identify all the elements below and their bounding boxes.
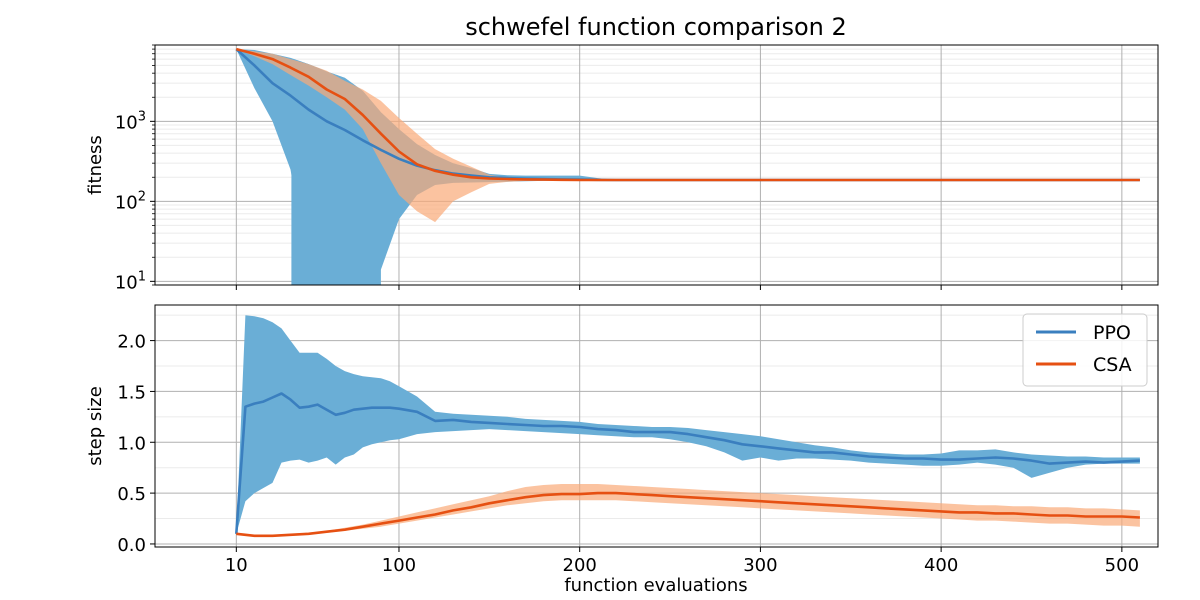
fitness-bands xyxy=(236,49,1140,285)
x-tick-label: 300 xyxy=(743,555,777,576)
y-tick-label: 1.5 xyxy=(117,382,146,403)
x-tick-label: 500 xyxy=(1105,555,1139,576)
x-tick-label: 100 xyxy=(382,555,416,576)
x-tick-label: 400 xyxy=(924,555,958,576)
ppo-band xyxy=(236,315,1140,534)
fitness-lines xyxy=(235,47,1140,182)
csa-line xyxy=(235,47,1140,182)
fitness-y-label: fitness xyxy=(85,135,106,195)
y-tick-label: 103 xyxy=(115,109,146,133)
chart-title: schwefel function comparison 2 xyxy=(465,13,847,41)
fitness-panel: 101 102 103 fitness xyxy=(85,44,1159,293)
fitness-ticks: 101 102 103 xyxy=(115,44,1123,293)
y-tick-label: 101 xyxy=(115,269,146,293)
fitness-axes-frame xyxy=(154,44,1159,286)
x-tick-label: 10 xyxy=(225,555,248,576)
y-tick-label: 1.0 xyxy=(117,433,146,454)
csa-line xyxy=(236,491,1140,538)
step-size-panel: 10 100 200 300 400 500 0.0 0.5 1.0 1.5 2.0 step si… xyxy=(85,304,1159,596)
step-size-axes-frame xyxy=(154,304,1159,548)
y-tick-label: 0.0 xyxy=(117,535,146,556)
y-tick-label: 102 xyxy=(115,189,146,213)
y-tick-label: 2.0 xyxy=(117,332,146,353)
x-axis-label: function evaluations xyxy=(564,575,747,596)
y-tick-label: 0.5 xyxy=(117,484,146,505)
x-tick-label: 200 xyxy=(563,555,597,576)
csa-band xyxy=(236,49,1140,223)
step-size-ticks: 10 100 200 300 400 500 0.0 0.5 1.0 1.5 2.0 xyxy=(117,332,1139,576)
legend-csa-label: CSA xyxy=(1093,354,1132,376)
step-size-lines xyxy=(235,392,1140,538)
step-size-y-label: step size xyxy=(85,386,106,466)
ppo-line xyxy=(235,392,1140,534)
legend-ppo-label: PPO xyxy=(1093,322,1131,344)
legend: PPO CSA xyxy=(1022,313,1148,387)
